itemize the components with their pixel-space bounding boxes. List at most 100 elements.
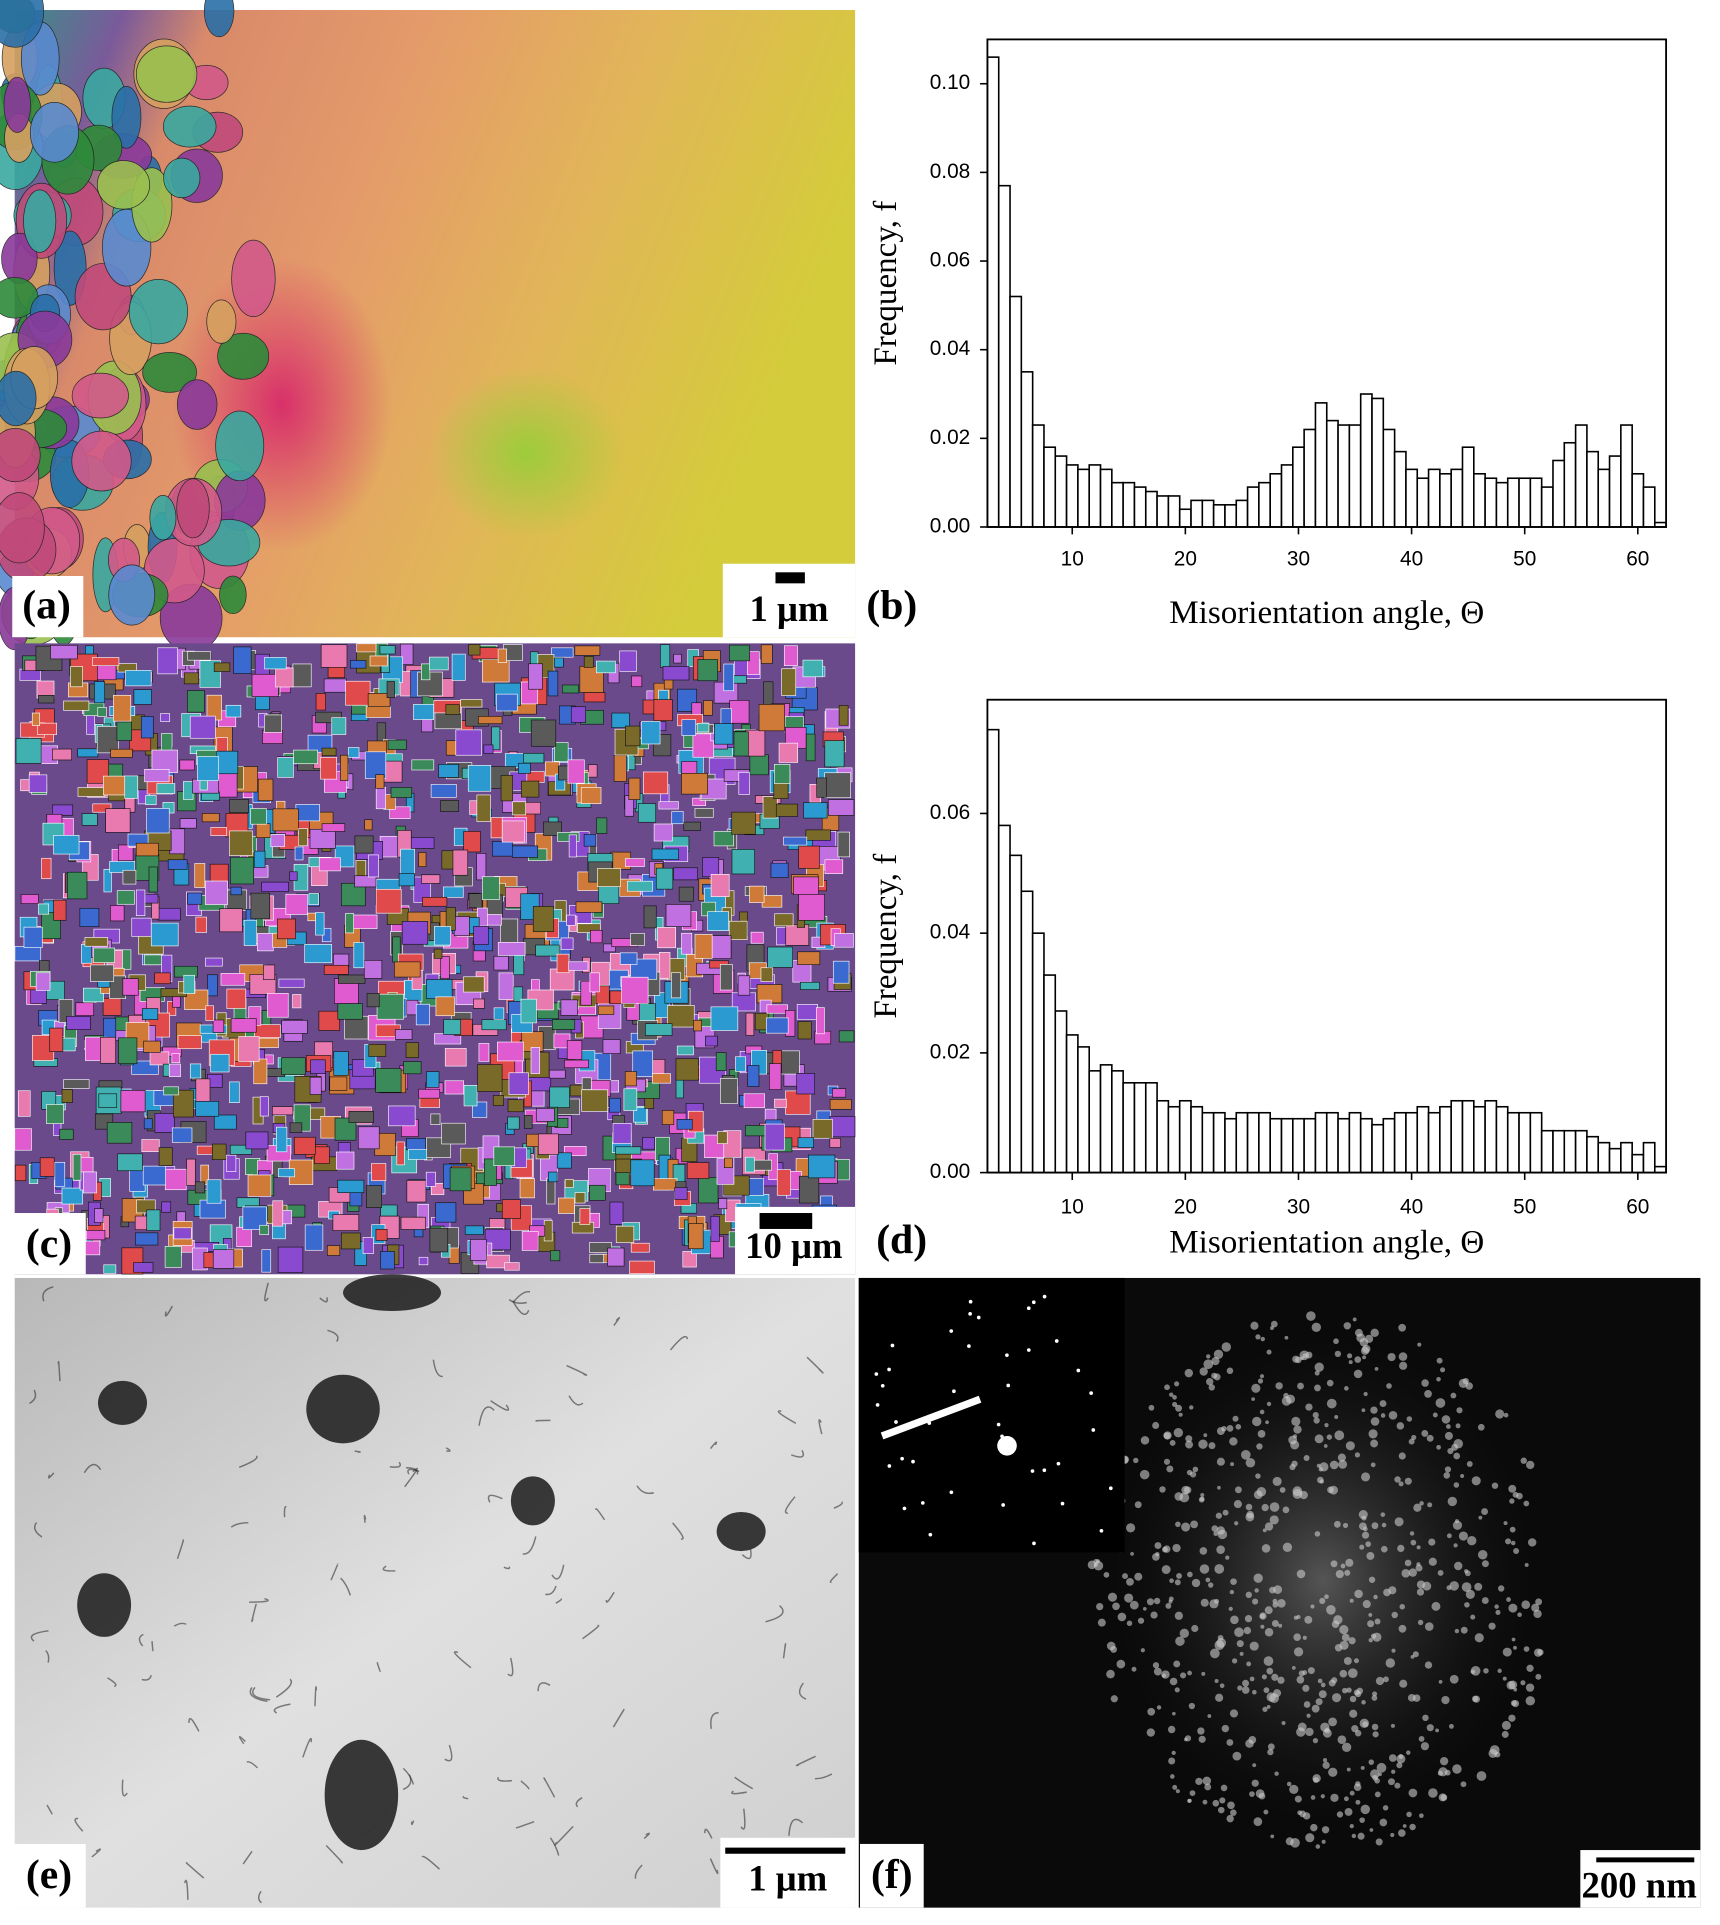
dislocation: [549, 1837, 560, 1856]
precipitate: [1163, 1458, 1171, 1465]
bar: [1529, 477, 1543, 528]
grain: [438, 764, 459, 778]
dislocation: [382, 1565, 396, 1572]
diffraction-spot: [874, 1372, 879, 1376]
precipitate: [1183, 1486, 1192, 1494]
grain: [493, 955, 509, 971]
grain: [75, 1002, 95, 1016]
precipitate: [1422, 1714, 1429, 1722]
diffraction-spot: [1000, 1434, 1004, 1439]
precipitate: [1477, 1549, 1488, 1560]
precipitate: [1219, 1797, 1226, 1804]
precipitate: [1441, 1415, 1451, 1424]
grain: [653, 1178, 678, 1191]
precipitate: [1202, 1776, 1212, 1786]
bar: [1405, 1111, 1419, 1174]
bar: [1642, 486, 1656, 528]
precipitate: [1293, 1434, 1298, 1439]
bar: [1563, 1129, 1577, 1174]
precipitate: [1285, 1837, 1294, 1846]
bar: [1450, 1099, 1464, 1174]
dislocation: [453, 1651, 472, 1669]
grain: [38, 903, 50, 915]
grain: [776, 1169, 791, 1196]
grain: [793, 876, 819, 895]
grain: [560, 999, 578, 1016]
grain: [102, 997, 122, 1016]
diffraction-spot: [1005, 1353, 1009, 1358]
dislocation: [490, 1400, 510, 1411]
grain: [150, 922, 179, 947]
precipitate: [1173, 1660, 1181, 1668]
bar: [1439, 1105, 1452, 1174]
dislocation: [176, 1539, 185, 1560]
precipitate: [1179, 1628, 1189, 1639]
grain: [745, 1012, 755, 1036]
precipitate: [1129, 1600, 1139, 1610]
precipitate: [1314, 1362, 1324, 1372]
grain: [463, 831, 481, 853]
precipitate: [1251, 1383, 1261, 1393]
grain: [354, 875, 377, 888]
grain: [719, 964, 733, 991]
precipitate: [1388, 1410, 1398, 1420]
precipitate: [1188, 1702, 1196, 1710]
precipitate: [1168, 1757, 1176, 1765]
precipitate: [1246, 1661, 1252, 1667]
precipitate: [1314, 1384, 1321, 1392]
precipitate: [1147, 1707, 1156, 1716]
grain: [348, 1111, 374, 1123]
dislocation: [382, 1803, 389, 1814]
grain: [773, 764, 791, 784]
x-tick-label: 50: [1513, 548, 1536, 571]
grain: [713, 831, 734, 847]
precipitate: [1271, 1673, 1279, 1681]
grain: [229, 799, 249, 814]
grain: [406, 1138, 426, 1151]
grain: [320, 757, 337, 780]
precipitate: [1305, 1351, 1313, 1359]
dislocation: [515, 1820, 535, 1829]
bar: [1552, 459, 1566, 528]
dislocation: [462, 1795, 469, 1800]
grain: [496, 693, 518, 712]
bar: [1303, 1117, 1317, 1174]
precipitate: [1260, 1624, 1265, 1629]
precipitate: [1246, 1510, 1254, 1519]
precipitate: [1167, 1725, 1176, 1734]
grain: [558, 1197, 575, 1214]
diffraction-spot: [1026, 1348, 1031, 1352]
grain: [366, 993, 380, 1008]
bar: [1043, 974, 1057, 1174]
dislocation: [487, 1494, 503, 1503]
grain: [829, 1138, 841, 1148]
grain: [681, 773, 708, 795]
grain: [264, 657, 287, 670]
y-axis-title: Frequency, f: [868, 853, 904, 1019]
grain: [405, 1042, 419, 1058]
grain: [39, 1157, 55, 1177]
grain: [335, 1151, 355, 1170]
precipitate: [1431, 1601, 1441, 1611]
grain: [376, 993, 404, 1020]
diffraction-spot: [1031, 1300, 1036, 1305]
bar: [1461, 1099, 1475, 1174]
grain: [154, 1113, 175, 1133]
grain: [520, 998, 537, 1024]
precipitate: [1297, 1810, 1302, 1815]
precipitate: [1216, 1526, 1225, 1535]
grain: [671, 972, 682, 999]
dislocation: [45, 1650, 50, 1663]
grain: [551, 647, 574, 658]
grain: [581, 1077, 592, 1090]
bar: [1167, 1105, 1181, 1174]
grain: [766, 1004, 788, 1014]
grain: [63, 700, 90, 711]
bar: [1506, 1111, 1520, 1174]
grain: [500, 918, 519, 944]
grain: [705, 1035, 718, 1047]
y-tick-label: 0.10: [930, 71, 971, 94]
precipitate: [1336, 1811, 1344, 1818]
grain: [210, 1053, 230, 1073]
bar: [1337, 424, 1351, 528]
